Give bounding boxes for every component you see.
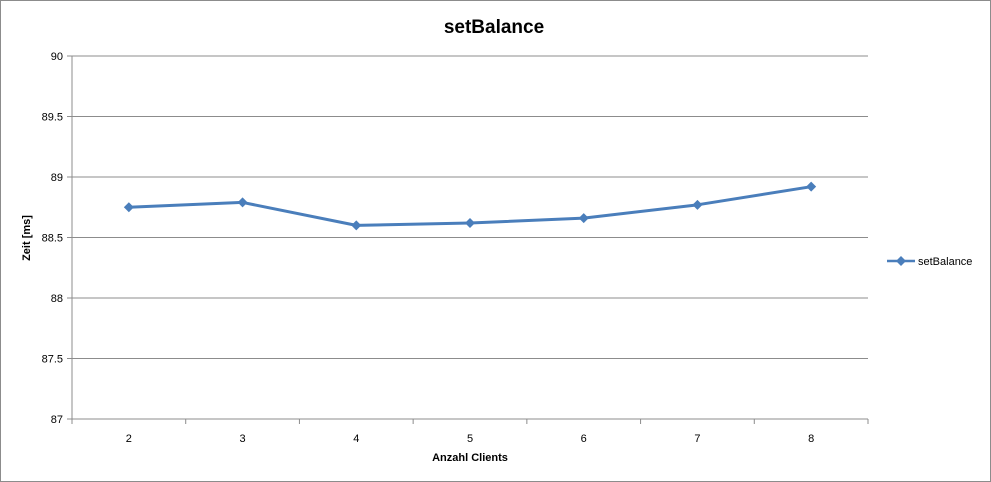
data-point (351, 220, 362, 231)
data-point (692, 199, 703, 210)
legend-marker (896, 256, 906, 266)
x-tick-label: 7 (694, 433, 700, 445)
y-tick-label: 88.5 (42, 233, 63, 245)
y-tick-label: 87 (51, 414, 63, 426)
legend: setBalance (887, 256, 972, 268)
legend-label: setBalance (918, 256, 972, 268)
x-tick-label: 4 (353, 433, 359, 445)
x-tick-label: 2 (126, 433, 132, 445)
y-tick-label: 90 (51, 51, 63, 63)
x-axis-title: Anzahl Clients (432, 452, 508, 464)
x-tick-label: 3 (240, 433, 246, 445)
axes (67, 55, 869, 424)
chart-title: setBalance (444, 17, 544, 38)
x-tick-label: 8 (808, 433, 814, 445)
data-point (237, 197, 248, 208)
y-axis-title: Zeit [ms] (21, 215, 33, 261)
y-tick-label: 87.5 (42, 354, 63, 366)
x-tick-label: 6 (581, 433, 587, 445)
x-tick-label: 5 (467, 433, 473, 445)
y-tick-label: 88 (51, 293, 63, 305)
data-point (806, 181, 817, 192)
data-point (123, 202, 134, 213)
y-tick-labels: 87 87.5 88 88.5 89 89.5 90 (42, 51, 63, 426)
y-tick-label: 89 (51, 172, 63, 184)
data-point (465, 217, 475, 228)
x-tick-labels: 2 3 4 5 6 7 8 (126, 433, 814, 445)
gridlines (72, 55, 868, 359)
series-setBalance (123, 181, 817, 231)
data-point (578, 213, 589, 224)
y-tick-label: 89.5 (42, 112, 63, 124)
